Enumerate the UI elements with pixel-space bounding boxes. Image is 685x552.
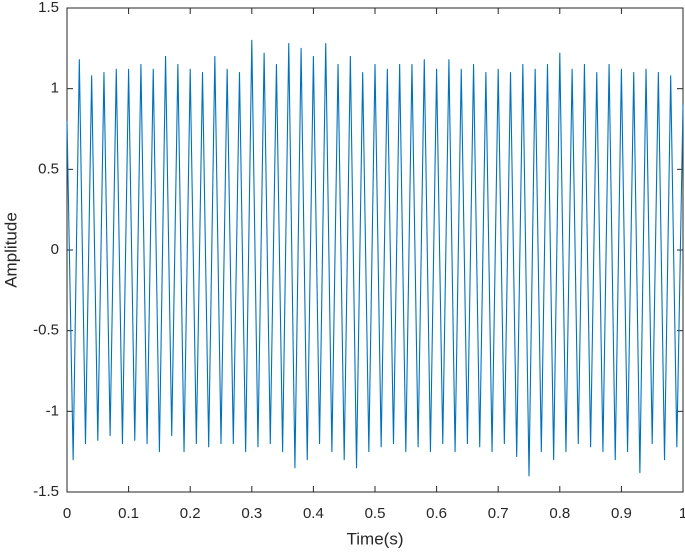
y-tick-label: -1.5 [33, 483, 59, 500]
y-tick-label: -0.5 [33, 322, 59, 339]
y-tick-label: -1 [46, 402, 59, 419]
x-tick-label: 0.9 [611, 505, 632, 522]
x-tick-label: 0.2 [180, 505, 201, 522]
y-axis-label: Amplitude [1, 212, 20, 288]
y-tick-label: 1 [51, 80, 59, 97]
x-tick-label: 0.4 [303, 505, 324, 522]
x-tick-label: 0.6 [426, 505, 447, 522]
signal-line [66, 39, 684, 477]
x-tick-label: 0.8 [549, 505, 570, 522]
x-tick-label: 0.3 [241, 505, 262, 522]
x-tick-label: 0 [63, 505, 71, 522]
x-axis-label: Time(s) [347, 529, 404, 548]
x-tick-label: 0.5 [365, 505, 386, 522]
y-tick-label: 0 [51, 241, 59, 258]
x-tick-label: 0.7 [488, 505, 509, 522]
x-tick-label: 1 [679, 505, 685, 522]
y-tick-label: 0.5 [38, 160, 59, 177]
x-tick-label: 0.1 [118, 505, 139, 522]
y-tick-label: 1.5 [38, 0, 59, 16]
